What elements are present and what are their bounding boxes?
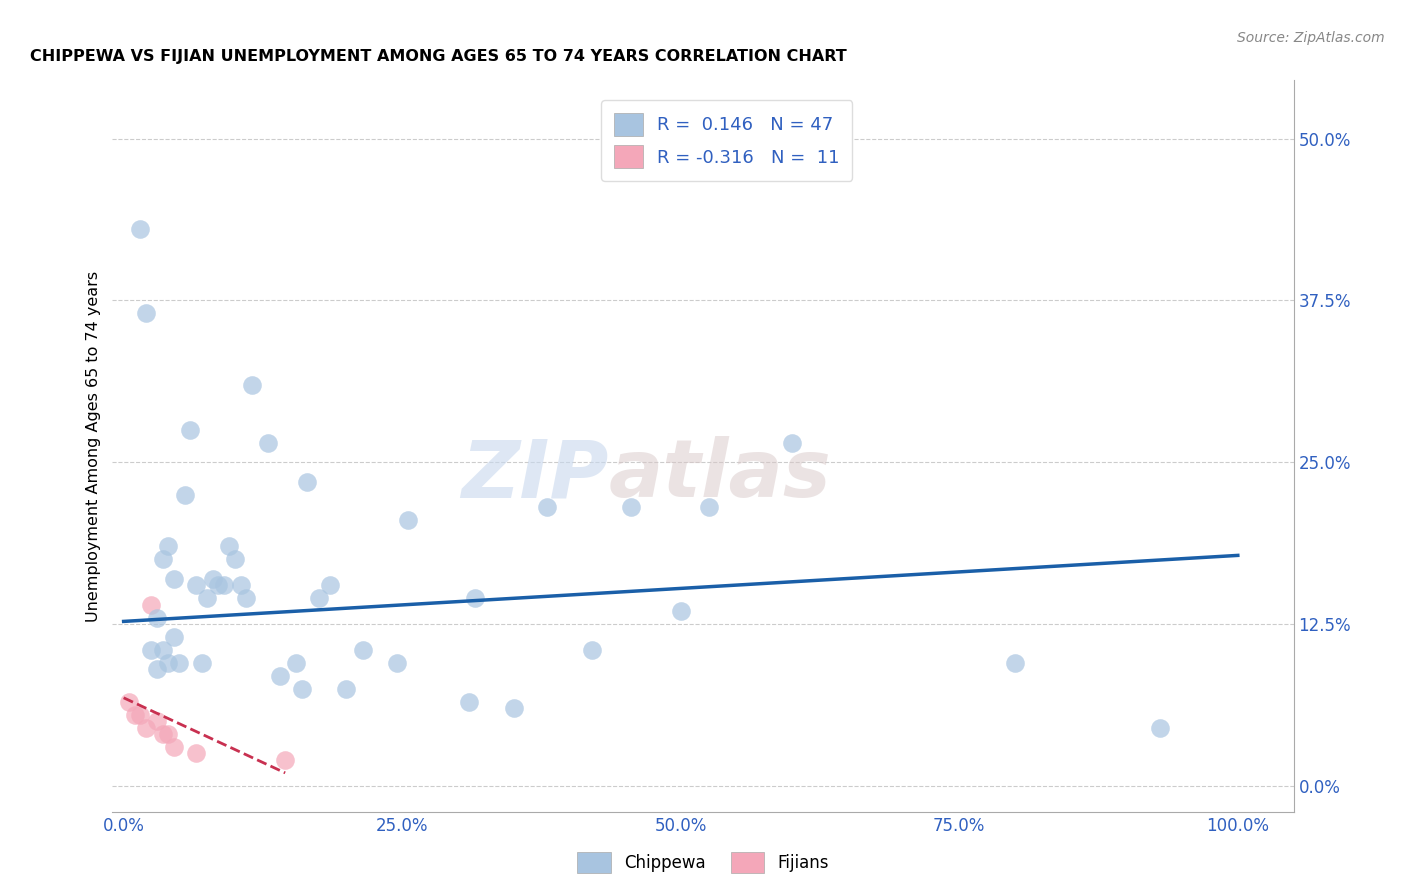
Point (152, 643, 174, 657)
Point (291, 681, 314, 696)
Point (207, 578, 229, 592)
Point (240, 377, 263, 392)
Point (1149, 721, 1171, 735)
Point (319, 578, 342, 592)
Point (146, 662, 169, 676)
Point (129, 222, 152, 236)
Point (141, 643, 163, 657)
Point (174, 487, 197, 501)
Point (141, 598, 163, 612)
Point (619, 500, 641, 515)
Point (502, 701, 524, 715)
Text: CHIPPEWA VS FIJIAN UNEMPLOYMENT AMONG AGES 65 TO 74 YEARS CORRELATION CHART: CHIPPEWA VS FIJIAN UNEMPLOYMENT AMONG AG… (30, 49, 846, 64)
Point (157, 539, 180, 553)
Point (179, 423, 201, 437)
Point (152, 727, 174, 741)
Point (396, 513, 419, 527)
Point (163, 630, 186, 644)
Point (669, 604, 692, 618)
Point (235, 591, 257, 606)
Point (201, 572, 224, 586)
Point (163, 572, 186, 586)
Point (308, 591, 330, 606)
Point (780, 435, 803, 450)
Y-axis label: Unemployment Among Ages 65 to 74 years: Unemployment Among Ages 65 to 74 years (86, 270, 101, 622)
Point (274, 753, 297, 767)
Point (152, 552, 174, 566)
Point (224, 552, 246, 566)
Point (184, 747, 207, 761)
Point (212, 578, 235, 592)
Point (269, 669, 291, 683)
Point (385, 656, 408, 670)
Point (536, 500, 558, 515)
Text: ZIP: ZIP (461, 436, 609, 515)
Point (257, 435, 280, 450)
Point (146, 714, 169, 728)
Point (146, 610, 169, 624)
Point (458, 695, 481, 709)
Legend: Chippewa, Fijians: Chippewa, Fijians (571, 846, 835, 880)
Legend: R =  0.146   N = 47, R = -0.316   N =  11: R = 0.146 N = 47, R = -0.316 N = 11 (602, 100, 852, 181)
Point (124, 707, 146, 722)
Point (184, 578, 207, 592)
Point (129, 707, 152, 722)
Point (195, 591, 218, 606)
Point (163, 739, 186, 754)
Point (157, 727, 180, 741)
Point (297, 475, 319, 489)
Point (118, 695, 141, 709)
Point (1004, 656, 1026, 670)
Point (335, 681, 357, 696)
Point (697, 500, 720, 515)
Point (218, 539, 240, 553)
Point (169, 656, 191, 670)
Point (229, 578, 252, 592)
Point (464, 591, 486, 606)
Text: Source: ZipAtlas.com: Source: ZipAtlas.com (1237, 31, 1385, 45)
Point (285, 656, 308, 670)
Point (135, 306, 157, 320)
Point (190, 656, 212, 670)
Point (581, 643, 603, 657)
Text: atlas: atlas (609, 436, 831, 515)
Point (157, 656, 180, 670)
Point (352, 643, 374, 657)
Point (135, 721, 157, 735)
